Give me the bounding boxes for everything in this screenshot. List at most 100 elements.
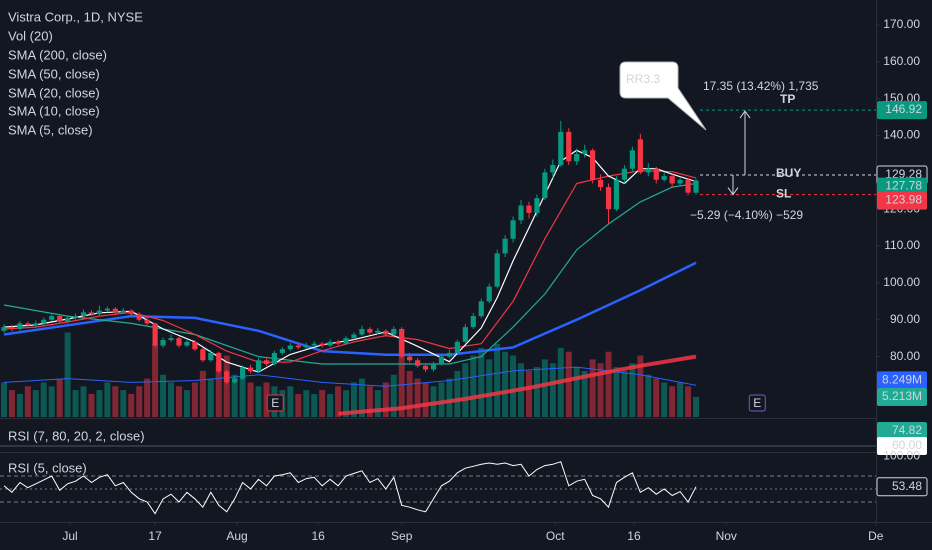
candle-body — [502, 238, 508, 254]
volume-bar — [525, 370, 532, 417]
volume-bar — [390, 374, 397, 417]
candle-body — [645, 168, 651, 173]
candle-body — [542, 172, 548, 199]
volume-bar — [478, 347, 485, 417]
candle-body — [160, 340, 166, 346]
volume-bar — [120, 390, 127, 417]
volume-bar — [470, 355, 477, 417]
volume-bar — [0, 382, 7, 417]
volume-bar — [128, 393, 135, 417]
y-tick-label: 100.00 — [883, 275, 920, 289]
candle-body — [192, 341, 198, 350]
volume-bar — [414, 378, 421, 417]
legend-entry: SMA (5, close) — [8, 122, 93, 137]
candle-body — [343, 338, 349, 344]
volume-bar — [605, 351, 612, 417]
candle-body — [120, 310, 126, 313]
volume-bar — [136, 386, 143, 417]
candle-body — [208, 352, 214, 361]
candle-body — [470, 316, 476, 328]
volume-bar — [533, 367, 540, 417]
volume-bar — [398, 340, 405, 417]
last-price: 127.78 — [885, 179, 922, 193]
volume-bar — [382, 382, 389, 417]
candle-body — [677, 179, 683, 184]
volume-bar — [175, 386, 182, 417]
candle-body — [247, 367, 254, 372]
stop-text: −5.29 (−4.10%) −529 — [690, 208, 803, 222]
volume-bar — [207, 378, 214, 417]
volume-bar — [422, 382, 429, 417]
volume-bar — [183, 390, 190, 417]
x-tick-label: Nov — [716, 529, 737, 543]
candle-body — [558, 131, 564, 166]
volume-bar — [263, 382, 270, 417]
volume-ma-line — [3, 366, 697, 387]
volume-bar — [104, 382, 111, 417]
last-price-bg — [877, 177, 927, 196]
volume-bar — [685, 386, 692, 417]
volume-bar — [96, 390, 103, 417]
candle-body — [693, 180, 699, 193]
candle-body — [351, 334, 357, 339]
volume-bar — [88, 393, 95, 417]
x-tick-label: De — [868, 529, 884, 543]
volume-bar — [358, 378, 365, 417]
volume-bar — [247, 382, 254, 417]
candle-body — [597, 179, 604, 188]
volume-bar — [255, 386, 262, 417]
volume-value-bg — [877, 387, 927, 406]
candle-body — [454, 341, 460, 353]
rsi-top-label: 100.00 — [883, 449, 920, 463]
candle-body — [216, 352, 222, 372]
legend-entry: RSI (5, close) — [8, 460, 87, 475]
sl-price: 123.98 — [885, 193, 922, 207]
y-tick-label: 160.00 — [883, 54, 920, 68]
candle-body — [566, 131, 572, 162]
volume-bar — [653, 378, 660, 417]
candle-body — [407, 356, 413, 361]
callout — [619, 61, 707, 131]
sma-line — [337, 354, 697, 416]
candle-body — [279, 349, 285, 353]
candle-body — [255, 360, 262, 372]
callout-label: RR3.3 — [626, 72, 660, 86]
candle-body — [88, 312, 95, 315]
candle-body — [49, 316, 55, 320]
target-arrow-head — [739, 110, 751, 119]
volume-bar — [589, 359, 596, 417]
candle-body — [96, 310, 103, 315]
buy-label: BUY — [776, 166, 801, 180]
volume-bar — [486, 359, 493, 417]
earnings-icon — [748, 394, 766, 412]
candle-body — [303, 345, 309, 348]
volume-bar — [223, 355, 230, 417]
volume-bar — [335, 386, 342, 417]
volume-bar — [446, 378, 453, 417]
candle-body — [582, 150, 588, 154]
volume-bar — [8, 390, 15, 417]
volume-bar — [168, 382, 175, 417]
candle-body — [240, 367, 246, 379]
rsi7-value: 74.82 — [892, 423, 922, 437]
volume-bar — [581, 370, 588, 417]
volume-bar — [72, 390, 79, 417]
candle-body — [391, 328, 397, 335]
candle-body — [613, 179, 620, 210]
candle-body — [669, 176, 675, 184]
volume-bar — [366, 386, 373, 417]
x-tick-label: Aug — [226, 529, 247, 543]
legend-entry: RSI (7, 80, 20, 2, close) — [8, 428, 145, 443]
candle-body — [383, 330, 389, 335]
candle-body — [72, 316, 79, 318]
legend-entry: SMA (50, close) — [8, 66, 100, 81]
y-tick-label: 90.00 — [890, 312, 920, 326]
volume-bar — [16, 393, 23, 417]
tp-price: 146.92 — [885, 102, 922, 116]
volume-value: 5.213M — [882, 389, 922, 403]
volume-bar — [494, 344, 501, 417]
candle-body — [152, 323, 158, 346]
volume-bar — [303, 390, 310, 417]
